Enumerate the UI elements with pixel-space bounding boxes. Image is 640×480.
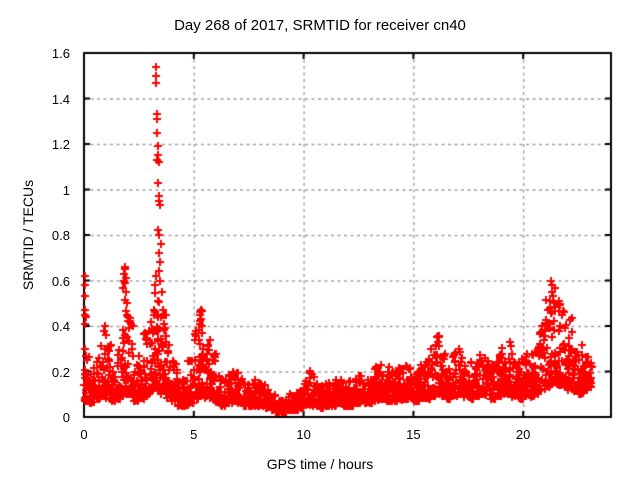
x-tick-label: 10 xyxy=(296,427,311,442)
y-tick-label: 1.4 xyxy=(51,91,70,107)
x-axis-title: GPS time / hours xyxy=(266,456,374,472)
x-tick-label: 20 xyxy=(515,427,531,442)
y-tick-label: 0.4 xyxy=(51,319,70,334)
x-tick-label: 5 xyxy=(190,427,198,442)
x-tick-label: 0 xyxy=(80,427,88,442)
y-tick-label: 1 xyxy=(62,182,70,198)
y-tick-label: 0 xyxy=(62,410,70,425)
y-tick-label: 0.8 xyxy=(51,228,70,243)
chart-title: Day 268 of 2017, SRMTID for receiver cn4… xyxy=(174,17,466,34)
y-tick-label: 0.6 xyxy=(51,273,70,289)
y-tick-label: 1.2 xyxy=(51,137,70,152)
y-tick-label: 0.2 xyxy=(51,364,70,380)
x-tick-label: 15 xyxy=(406,427,421,442)
y-tick-label: 1.6 xyxy=(51,46,70,61)
